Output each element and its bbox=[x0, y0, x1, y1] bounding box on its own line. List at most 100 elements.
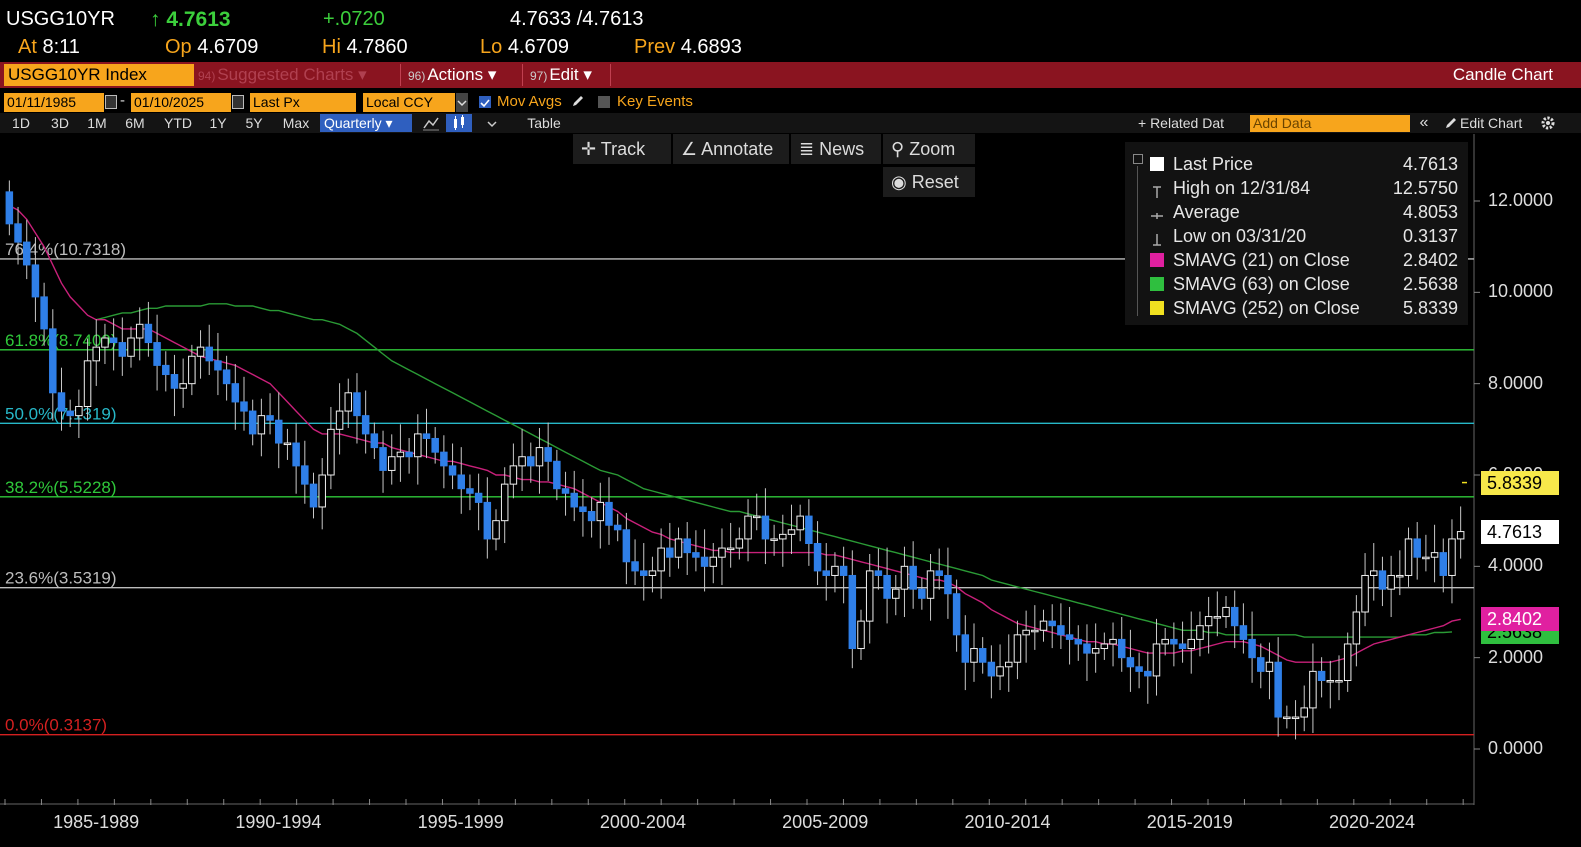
candle bbox=[118, 342, 127, 357]
legend-row[interactable]: Last Price 4.7613 bbox=[1125, 152, 1468, 176]
legend-row[interactable]: High on 12/31/84 12.5750 bbox=[1125, 176, 1468, 200]
candle bbox=[1396, 574, 1404, 578]
track-button[interactable]: ✛ Track bbox=[573, 134, 671, 164]
candle bbox=[440, 451, 448, 467]
end-date-field[interactable]: 01/10/2025 bbox=[131, 93, 231, 112]
candle bbox=[961, 634, 970, 663]
candle bbox=[14, 223, 22, 243]
add-data-input[interactable]: Add Data bbox=[1250, 115, 1410, 132]
legend-row[interactable]: Low on 03/31/20 0.3137 bbox=[1125, 224, 1468, 248]
candle bbox=[1065, 634, 1074, 640]
candle bbox=[1083, 643, 1091, 654]
mov-avgs-checkbox[interactable] bbox=[479, 96, 491, 108]
collapse-box-icon[interactable] bbox=[1133, 154, 1143, 164]
legend-row[interactable]: SMAVG (63) on Close 2.5638 bbox=[1125, 272, 1468, 296]
legend-value: 4.7613 bbox=[1402, 154, 1458, 174]
reset-button[interactable]: ◉ Reset bbox=[883, 167, 975, 197]
price-chart[interactable]: 76.4%(10.7318)61.8%(8.7409)50.0%(7.1319)… bbox=[0, 134, 1581, 805]
start-date-field[interactable]: 01/11/1985 bbox=[4, 93, 104, 112]
key-events-label[interactable]: Key Events bbox=[617, 93, 693, 110]
calendar-icon[interactable] bbox=[232, 95, 244, 109]
currency-selector[interactable]: Local CCY bbox=[363, 93, 455, 112]
legend-row[interactable]: Average 4.8053 bbox=[1125, 200, 1468, 224]
candle bbox=[1265, 661, 1274, 672]
candle bbox=[587, 511, 596, 522]
collapse-icon[interactable]: « bbox=[1419, 114, 1429, 131]
candle bbox=[379, 447, 387, 471]
edit-menu[interactable]: 97) Edit ▾ bbox=[530, 62, 592, 88]
range-3d[interactable]: 3D bbox=[51, 115, 69, 131]
pencil-icon[interactable] bbox=[1444, 116, 1458, 133]
candle bbox=[1439, 552, 1448, 576]
legend-value: 0.3137 bbox=[1402, 226, 1458, 246]
candle bbox=[952, 593, 961, 636]
key-events-checkbox[interactable] bbox=[598, 96, 610, 108]
menu-divider bbox=[400, 64, 401, 86]
actions-menu[interactable]: 96) Actions ▾ bbox=[408, 62, 496, 88]
candle bbox=[179, 383, 187, 389]
candle bbox=[370, 433, 379, 449]
candle bbox=[405, 451, 413, 458]
table-button[interactable]: Table bbox=[527, 115, 561, 131]
legend-row[interactable]: SMAVG (21) on Close 2.8402 bbox=[1125, 248, 1468, 272]
candle bbox=[1048, 620, 1056, 627]
range-1m[interactable]: 1M bbox=[87, 115, 107, 131]
candle bbox=[718, 547, 726, 558]
candle bbox=[909, 565, 917, 590]
candle bbox=[527, 456, 535, 467]
chevron-down-icon[interactable] bbox=[486, 116, 498, 133]
ticker-symbol: USGG10YR bbox=[6, 8, 115, 30]
candle bbox=[83, 360, 92, 407]
annotate-label: Annotate bbox=[701, 139, 774, 159]
candle bbox=[196, 346, 205, 357]
pencil-icon[interactable] bbox=[571, 94, 585, 112]
legend-swatch bbox=[1150, 301, 1164, 315]
chart-controls-row: 01/11/1985 - 01/10/2025 Last Px Local CC… bbox=[0, 92, 1581, 112]
fib-level-label: 38.2%(5.5228) bbox=[5, 478, 117, 497]
candle bbox=[726, 547, 735, 551]
candle bbox=[109, 337, 118, 344]
candle bbox=[770, 538, 778, 541]
x-tick-label: 2015-2019 bbox=[1146, 812, 1233, 832]
field-selector[interactable]: Last Px bbox=[250, 93, 356, 112]
candle bbox=[335, 410, 344, 430]
candle bbox=[544, 447, 552, 462]
candle-chart-icon[interactable] bbox=[446, 114, 472, 132]
range-1d[interactable]: 1D bbox=[12, 115, 30, 131]
range-5y[interactable]: 5Y bbox=[245, 115, 263, 131]
annotate-button[interactable]: ∠ Annotate bbox=[673, 134, 789, 164]
suggested-charts-menu[interactable]: 94) Suggested Charts ▾ bbox=[198, 62, 367, 88]
candle bbox=[848, 574, 857, 650]
reset-icon: ◉ bbox=[891, 172, 907, 192]
legend-row[interactable]: SMAVG (252) on Close 5.8339 bbox=[1125, 296, 1468, 320]
news-button[interactable]: ≣ News bbox=[791, 134, 881, 164]
related-data-button[interactable]: + Related Dat bbox=[1138, 115, 1224, 131]
actions-num: 96) bbox=[408, 69, 426, 83]
x-tick-label: 1995-1999 bbox=[417, 812, 504, 832]
bid-ask: 4.7633 /4.7613 bbox=[510, 8, 644, 30]
chevron-down-icon[interactable] bbox=[456, 93, 468, 112]
edit-chart-button[interactable]: Edit Chart bbox=[1460, 115, 1523, 131]
range-1y[interactable]: 1Y bbox=[209, 115, 227, 131]
gear-icon[interactable] bbox=[1540, 115, 1556, 134]
calendar-icon[interactable] bbox=[105, 95, 117, 109]
zoom-button[interactable]: ⚲ Zoom bbox=[883, 134, 975, 164]
legend-value: 2.8402 bbox=[1402, 250, 1458, 270]
candle bbox=[1352, 611, 1361, 645]
range-6m[interactable]: 6M bbox=[125, 115, 145, 131]
candle bbox=[1117, 638, 1126, 659]
high-field: Hi 4.7860 bbox=[322, 36, 408, 59]
security-field[interactable]: USGG10YR Index bbox=[4, 64, 194, 86]
range-max[interactable]: Max bbox=[282, 115, 310, 131]
candle bbox=[831, 565, 839, 576]
legend-label: Average bbox=[1173, 202, 1240, 222]
range-ytd[interactable]: YTD bbox=[164, 115, 192, 131]
candle bbox=[944, 574, 952, 595]
x-tick-label: 2010-2014 bbox=[964, 812, 1051, 832]
candle bbox=[509, 465, 518, 485]
mov-avgs-label[interactable]: Mov Avgs bbox=[497, 93, 562, 110]
time-field: At 8:11 bbox=[18, 36, 80, 59]
price-tag: 5.8339 bbox=[1481, 470, 1559, 495]
line-chart-icon[interactable] bbox=[422, 115, 440, 134]
period-selector[interactable]: Quarterly ▾ bbox=[320, 114, 412, 132]
